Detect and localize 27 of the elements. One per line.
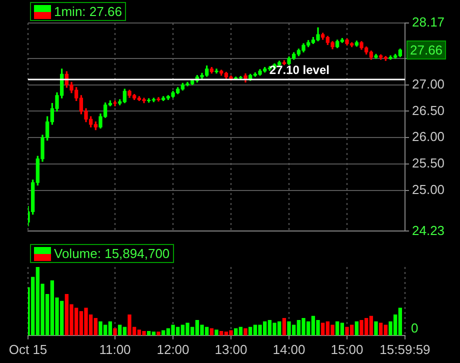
bar (354, 321, 359, 336)
legend-label: 1min: 27.66 (54, 4, 122, 19)
bar (282, 318, 286, 336)
y-tick-label: 24.23 (412, 222, 445, 238)
bar (113, 328, 117, 336)
y-tick-label: 25.50 (412, 156, 445, 171)
x-tick-label: 15:00 (330, 342, 364, 357)
bar (374, 321, 378, 336)
bar (214, 330, 218, 336)
bar (156, 332, 160, 336)
x-tick-label: 14:00 (272, 342, 306, 357)
x-tick-label: 11:00 (99, 342, 131, 357)
ref-line-label: 27.10 level (269, 62, 330, 77)
text: 0 (411, 320, 418, 336)
x-tick-label: 15:59:59 (380, 342, 430, 357)
y-tick-label: 27.00 (412, 76, 445, 92)
x-tick-label: 12:00 (156, 342, 190, 357)
y-tick-label: 25.00 (412, 182, 445, 198)
y-tick-label: 26.50 (412, 102, 445, 118)
x-tick-label: 13:00 (214, 342, 248, 357)
bar (210, 328, 214, 336)
legend-label: Volume: 15,894,700 (54, 246, 170, 261)
y-tick-label: 28.17 (412, 14, 445, 30)
y-tick-label: 26.00 (412, 129, 445, 144)
x-tick-label: Oct 15 (8, 342, 48, 357)
annotation: 27.66 (410, 42, 443, 58)
bar (244, 328, 248, 336)
